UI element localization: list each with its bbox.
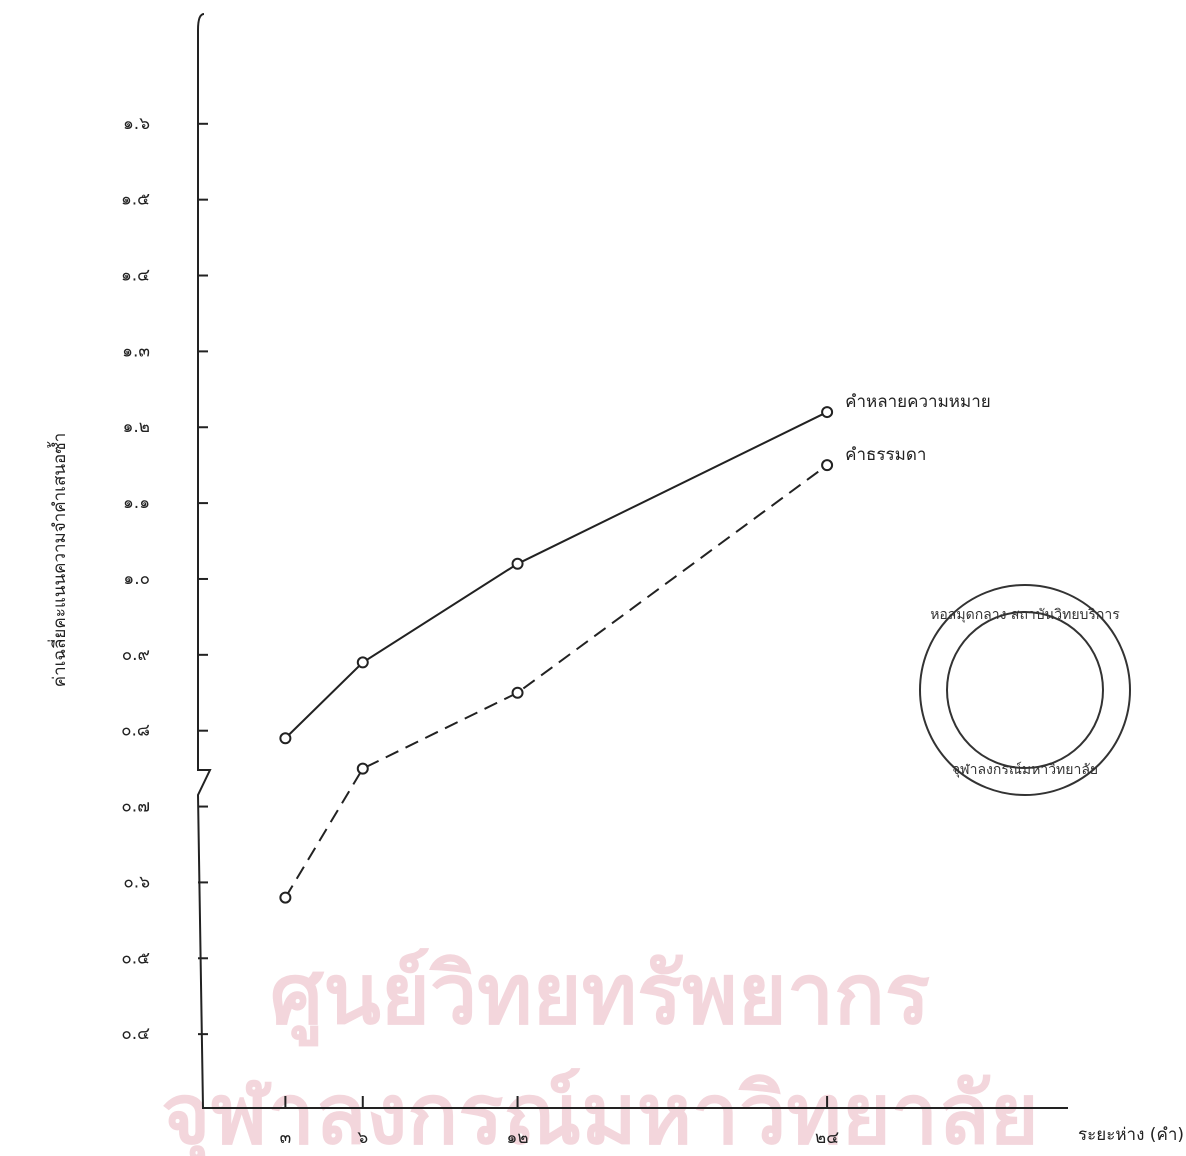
stamp: หอสมุดกลาง สถาบันวิทยบริการ จุฬาลงกรณ์มห…	[919, 584, 1131, 796]
point	[356, 762, 369, 775]
series-line	[284, 464, 828, 899]
legend-label: คำธรรมดา	[845, 445, 926, 465]
watermark: ศูนย์วิทยทรัพยากร	[270, 945, 930, 1047]
stamp-text: หอสมุดกลาง สถาบันวิทยบริการ	[930, 607, 1120, 623]
point	[279, 891, 292, 904]
legend-label: คำหลายความหมาย	[845, 392, 991, 412]
y-tick-label: ๑.๖	[123, 114, 150, 134]
x-tick-label: ๖	[357, 1128, 368, 1148]
y-tick-label: ๑.๔	[121, 266, 150, 286]
y-tick-label: ๑.๐	[123, 569, 150, 589]
point	[821, 459, 834, 472]
y-tick-label: ๑.๑	[123, 493, 150, 513]
x-tick-label: ๑๒	[507, 1128, 529, 1148]
point	[356, 656, 369, 669]
y-tick-label: ๐.๔	[121, 1024, 150, 1044]
stamp-ring	[919, 584, 1131, 796]
y-tick-label: ๐.๘	[121, 721, 150, 741]
y-tick-label: ๐.๖	[123, 872, 150, 892]
y-axis-label: ค่าเฉลี่ยคะแนนความจำคำเสนอซ้ำ	[47, 433, 70, 688]
y-tick-label: ๑.๓	[122, 341, 150, 361]
axes	[196, 13, 1068, 1109]
watermark: จุฬาลงกรณ์มหาวิทยาลัย	[161, 1065, 1039, 1156]
series-line	[284, 411, 828, 739]
y-tick-label: ๐.๗	[121, 797, 150, 817]
x-tick-label: ๓	[280, 1128, 292, 1148]
point	[279, 732, 292, 745]
y-tick-label: ๑.๕	[121, 190, 150, 210]
x-axis-label: ระยะห่าง (คำ)	[1078, 1125, 1184, 1145]
y-tick-label: ๐.๕	[121, 948, 150, 968]
y-tick-label: ๐.๙	[122, 645, 150, 665]
point	[511, 686, 524, 699]
point	[511, 557, 524, 570]
y-tick-label: ๑.๒	[123, 417, 150, 437]
stamp-ring	[946, 611, 1104, 769]
stamp-text: จุฬาลงกรณ์มหาวิทยาลัย	[952, 761, 1098, 778]
point	[821, 406, 834, 419]
x-tick-label: ๒๔	[815, 1128, 839, 1148]
